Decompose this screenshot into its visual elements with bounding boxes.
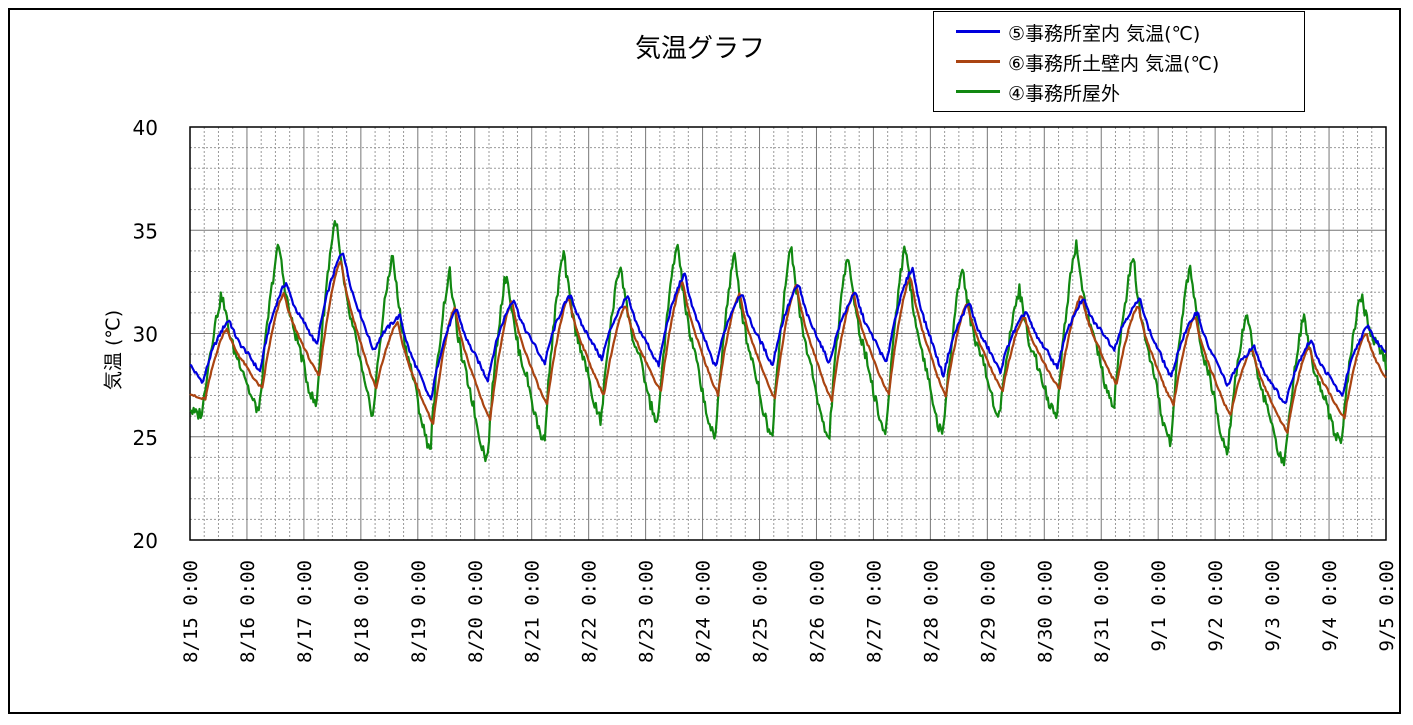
legend-entry-wall: ⑥事務所土壁内 気温(℃) xyxy=(934,47,1304,77)
x-tick-label: 8/25 0:00 xyxy=(750,560,772,663)
x-tick-label: 8/20 0:00 xyxy=(465,560,487,663)
y-tick-label: 30 xyxy=(133,323,158,347)
series-line-outdoor xyxy=(189,220,1388,467)
series-line-wall xyxy=(189,260,1387,434)
legend-swatch-outdoor xyxy=(956,90,1000,93)
x-tick-label: 8/26 0:00 xyxy=(806,560,828,663)
legend-label-indoor: ⑤事務所室内 気温(℃) xyxy=(1008,23,1201,45)
x-tick-label: 9/5 0:00 xyxy=(1376,560,1398,652)
x-tick-label: 8/15 0:00 xyxy=(180,560,202,663)
legend-swatch-wall xyxy=(956,60,1000,63)
x-tick-label: 8/22 0:00 xyxy=(579,560,601,663)
y-tick-label: 40 xyxy=(133,116,158,140)
x-tick-label: 8/24 0:00 xyxy=(693,560,715,663)
legend-label-wall: ⑥事務所土壁内 気温(℃) xyxy=(1008,53,1220,75)
chart-title: 気温グラフ xyxy=(634,34,765,64)
legend-label-outdoor: ④事務所屋外 xyxy=(1008,83,1121,105)
x-tick-label: 8/28 0:00 xyxy=(920,560,942,663)
legend-swatch-indoor xyxy=(956,30,1000,33)
y-tick-label: 35 xyxy=(133,219,158,243)
chart-legend: ⑤事務所室内 気温(℃) ⑥事務所土壁内 気温(℃) ④事務所屋外 xyxy=(933,11,1305,112)
x-tick-label: 8/21 0:00 xyxy=(522,560,544,663)
x-tick-label: 9/1 0:00 xyxy=(1148,560,1170,652)
x-tick-label: 9/2 0:00 xyxy=(1205,560,1227,652)
y-tick-label: 25 xyxy=(133,426,158,450)
x-tick-label: 9/3 0:00 xyxy=(1262,560,1284,652)
plot-border xyxy=(189,126,1387,541)
x-tick-label: 8/27 0:00 xyxy=(863,560,885,663)
x-tick-label: 8/17 0:00 xyxy=(294,560,316,663)
x-tick-label: 8/23 0:00 xyxy=(636,560,658,663)
x-tick-label: 9/4 0:00 xyxy=(1319,560,1341,652)
x-tick-label: 8/31 0:00 xyxy=(1091,560,1113,663)
series-line-indoor xyxy=(189,252,1387,405)
x-tick-label: 8/29 0:00 xyxy=(977,560,999,663)
x-tick-label: 8/18 0:00 xyxy=(351,560,373,663)
legend-entry-outdoor: ④事務所屋外 xyxy=(934,77,1304,107)
y-tick-label: 20 xyxy=(133,529,158,553)
x-tick-label: 8/30 0:00 xyxy=(1034,560,1056,663)
legend-entry-indoor: ⑤事務所室内 気温(℃) xyxy=(934,17,1304,47)
x-tick-label: 8/16 0:00 xyxy=(237,560,259,663)
x-tick-label: 8/19 0:00 xyxy=(408,560,430,663)
